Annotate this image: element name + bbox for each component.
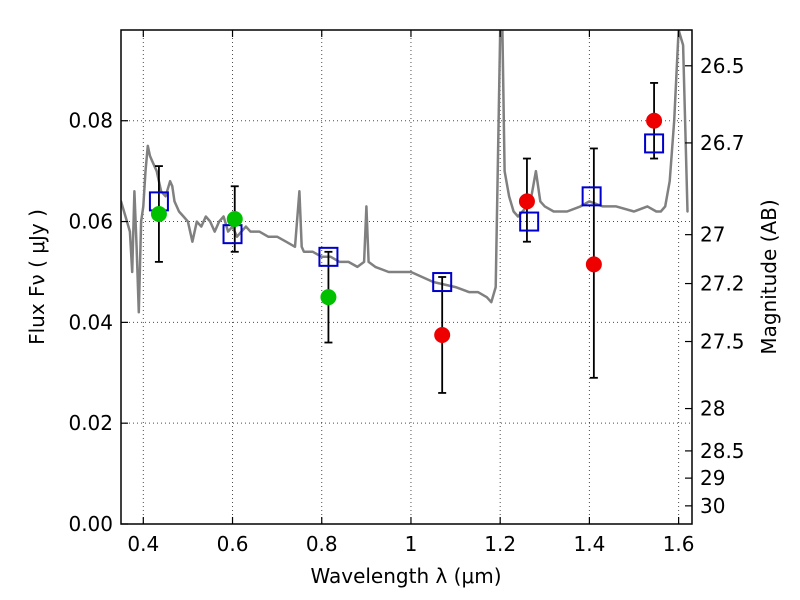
data-point [646, 112, 663, 129]
model-box-marker [581, 186, 602, 207]
data-point [226, 211, 243, 228]
y-tick-label: 0.08 [68, 109, 113, 133]
right-tick-label: 28.5 [700, 439, 745, 463]
right-axis-ticks: 26.5 26.7 27 27.2 27.5 28 28.5 29 30 [685, 54, 745, 518]
x-tick-label: 1.2 [484, 532, 516, 556]
x-tick-label: 1 [405, 532, 418, 556]
x-tick-label: 1.4 [573, 532, 605, 556]
right-tick-label: 26.7 [700, 131, 745, 155]
data-point [518, 193, 535, 210]
x-axis-ticks: 0.4 0.6 0.8 1 1.2 1.4 1.6 [127, 30, 695, 556]
x-axis-label: Wavelength λ (μm) [310, 564, 501, 588]
right-tick-label: 27.5 [700, 330, 745, 354]
y-axis-ticks: 0.00 0.02 0.04 0.06 0.08 [68, 109, 128, 536]
data-point [150, 205, 167, 222]
data-point [434, 326, 451, 343]
right-tick-label: 27.2 [700, 272, 745, 296]
x-tick-label: 0.6 [217, 532, 249, 556]
y-tick-label: 0.04 [68, 310, 113, 334]
model-spectrum [121, 30, 689, 314]
right-tick-label: 28 [700, 397, 725, 421]
right-axis-label: Magnitude (AB) [757, 199, 781, 354]
model-box-marker [318, 246, 339, 267]
x-tick-label: 0.4 [127, 532, 159, 556]
y-axis-label: Flux Fν ( μJy ) [25, 209, 49, 345]
grid [121, 30, 692, 525]
right-tick-label: 26.5 [700, 54, 745, 78]
error-bars [154, 82, 659, 394]
data-point [585, 256, 602, 273]
spectrum-line [121, 30, 689, 314]
right-tick-label: 27 [700, 223, 725, 247]
right-tick-label: 29 [700, 466, 725, 490]
model-box-marker [519, 211, 540, 232]
x-tick-label: 0.8 [306, 532, 338, 556]
model-box-marker [432, 272, 453, 293]
data-point [320, 289, 337, 306]
data-markers [148, 112, 665, 343]
x-tick-label: 1.6 [663, 532, 695, 556]
y-tick-label: 0.00 [68, 512, 113, 536]
model-box-marker [644, 133, 665, 154]
plot-frame [120, 29, 693, 525]
y-tick-label: 0.06 [68, 210, 113, 234]
right-tick-label: 30 [700, 494, 725, 518]
y-tick-label: 0.02 [68, 411, 113, 435]
